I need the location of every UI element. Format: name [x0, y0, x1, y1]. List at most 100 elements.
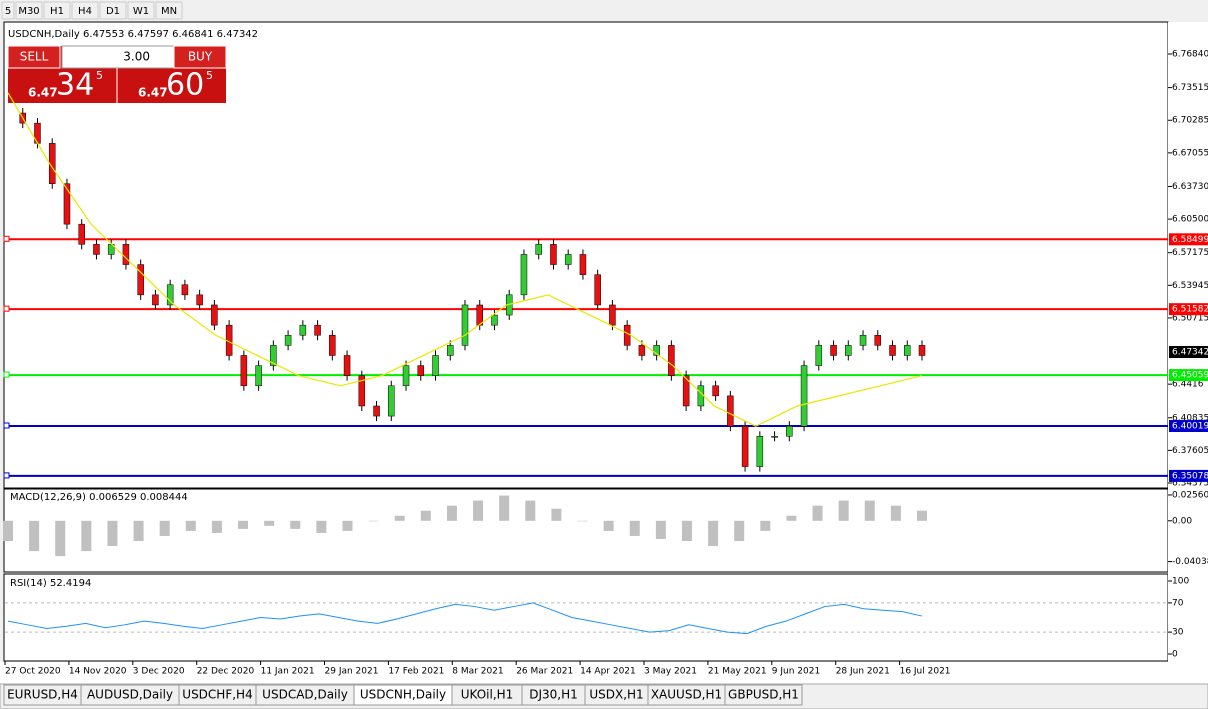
price-tick-label: 6.76840: [1172, 50, 1208, 60]
price-tick-label: 6.73515: [1172, 83, 1208, 93]
macd-bar: [525, 500, 536, 521]
candle: [682, 375, 690, 407]
timeframe-button[interactable]: [155, 1, 183, 20]
tab-label: USDCAD,Daily: [262, 688, 348, 702]
candle: [859, 335, 867, 346]
candle: [756, 436, 764, 467]
rsi-line: [7, 602, 923, 635]
candle: [447, 345, 454, 356]
candle: [771, 436, 778, 438]
timeframe-button[interactable]: [1, 1, 15, 20]
candle: [668, 345, 675, 376]
candle: [388, 385, 395, 417]
level-handle: [3, 472, 10, 479]
macd-label: MACD(12,26,9) 0.006529 0.008444: [10, 492, 188, 503]
macd-bar: [290, 520, 301, 529]
candle: [181, 284, 189, 296]
close: 6.47342: [217, 29, 258, 40]
macd-bar: [577, 520, 588, 522]
tab[interactable]: [724, 684, 803, 706]
candle: [815, 345, 823, 366]
lots-input[interactable]: [61, 45, 175, 69]
buy-label: BUY: [188, 50, 213, 64]
candle: [476, 304, 483, 326]
buy-button[interactable]: [173, 45, 227, 69]
sell-button[interactable]: [7, 45, 61, 69]
date-label: 14 Nov 2020: [69, 667, 127, 677]
level-tag: [1169, 369, 1208, 382]
timeframe-button[interactable]: [43, 1, 71, 20]
price-tick-label: 6.53945: [1172, 281, 1208, 291]
date-label: 3 Dec 2020: [133, 667, 185, 677]
level-tag: [1169, 469, 1208, 482]
candle: [166, 284, 174, 306]
macd-bar: [211, 520, 222, 533]
price-tick-label: 6.57175: [1172, 248, 1208, 258]
timeframe-button[interactable]: [15, 1, 43, 20]
macd-bar: [264, 520, 275, 526]
candle: [402, 365, 410, 387]
candle: [93, 244, 100, 255]
candle: [343, 355, 351, 376]
macd-bar: [394, 515, 405, 521]
macd-bar: [734, 520, 745, 542]
price-tick-label: 6.70285: [1172, 116, 1208, 126]
macd-bar: [29, 520, 40, 552]
date-label: 26 Mar 2021: [516, 667, 573, 677]
bid-pips: 34: [56, 68, 94, 103]
date-label: 27 Oct 2020: [5, 667, 61, 677]
symbol-label: USDCNH,Daily 6.47553 6.47597 6.46841 6.4…: [8, 29, 258, 40]
candle: [550, 244, 557, 265]
level-handle: [3, 235, 10, 242]
time-axis: [0, 662, 1208, 684]
level-tag-label: 6.40019: [1172, 421, 1208, 431]
low: 6.46841: [172, 29, 213, 40]
rsi-tick-label: 100: [1172, 577, 1189, 587]
timeframe-label: M30: [18, 6, 39, 17]
timeframe-button[interactable]: [99, 1, 127, 20]
timeframe-button[interactable]: [71, 1, 99, 20]
level-tag-label: 6.35078: [1172, 471, 1208, 481]
tab-label: UKOil,H1: [461, 688, 514, 702]
date-label: 28 Jun 2021: [836, 667, 890, 677]
date-label: 11 Jan 2021: [261, 667, 315, 677]
candle: [918, 345, 926, 356]
candle: [255, 365, 262, 387]
level-handle: [3, 422, 10, 429]
timeframe-button[interactable]: [127, 1, 155, 20]
ask-frac: 5: [206, 69, 213, 82]
candle: [122, 244, 130, 265]
moving-average: [7, 92, 923, 427]
tab-label: USDCHF,H4: [182, 688, 252, 702]
price-tick-label: 6.67055: [1172, 148, 1208, 158]
macd-bar: [812, 505, 823, 521]
macd-tick-label: 0.00: [1172, 516, 1192, 526]
open: 6.47553: [83, 29, 124, 40]
macd-bar: [185, 520, 196, 531]
tab-label: USDX,H1: [589, 688, 643, 702]
level-tag-label: 6.51582: [1172, 305, 1208, 315]
price-tick-label: 6.40835: [1172, 413, 1208, 423]
timeframe-label: H1: [50, 6, 64, 17]
macd-bar: [133, 520, 144, 542]
timeframe-label: D1: [106, 6, 120, 17]
ask-big: 6.47: [138, 86, 168, 100]
candle: [535, 244, 542, 255]
level-tag: [1169, 419, 1208, 432]
macd-bar: [316, 520, 327, 533]
tab-label: GBPUSD,H1: [728, 688, 799, 702]
candle: [874, 335, 882, 346]
macd-bar: [551, 508, 562, 521]
macd-bar: [81, 520, 92, 552]
level-handle: [3, 371, 10, 378]
trade-panel: SELL 3.00 BUY 6.47 34 5 6.47 60 5: [7, 45, 227, 103]
macd-bar: [368, 520, 379, 522]
candle: [845, 345, 852, 356]
date-label: 17 Feb 2021: [388, 667, 444, 677]
macd-bar: [603, 520, 614, 531]
high: 6.47597: [128, 29, 169, 40]
candle: [579, 254, 587, 275]
macd-tick-label: 0.025605: [1172, 490, 1208, 500]
candle: [373, 405, 380, 417]
sell-label: SELL: [20, 50, 49, 64]
